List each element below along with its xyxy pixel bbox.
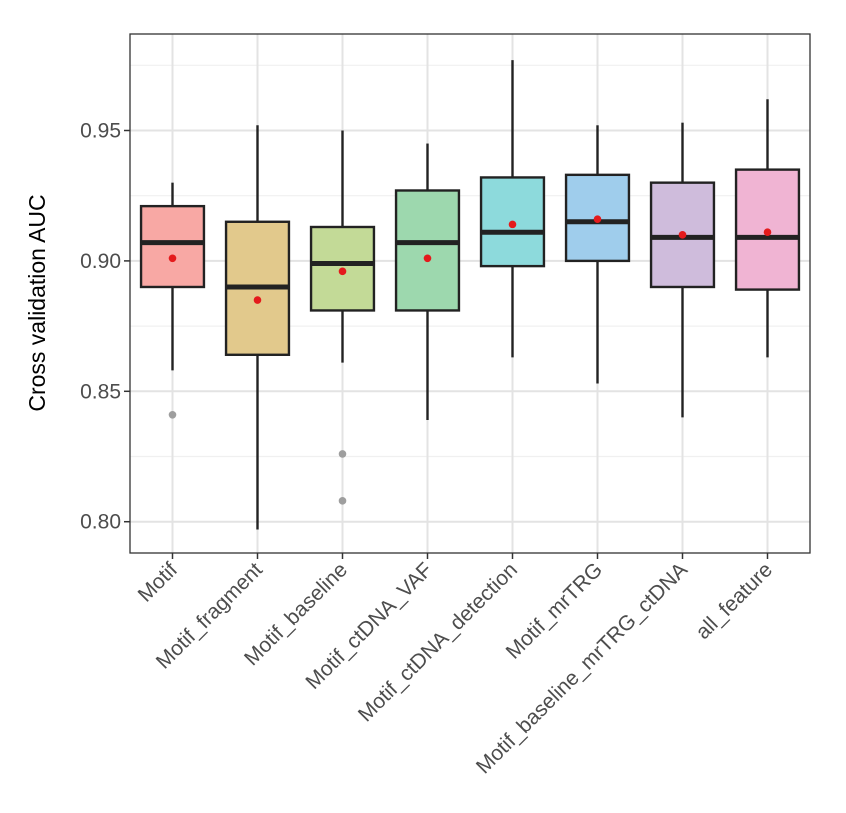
box-Motif_ctDNA_detection	[479, 60, 546, 358]
y-tick-label: 0.90	[80, 250, 121, 273]
outlier-point	[338, 450, 347, 458]
mean-point	[338, 267, 347, 276]
box-Motif	[139, 182, 206, 419]
outlier-point	[338, 497, 347, 505]
box-Motif_mrTRG	[564, 125, 631, 384]
mean-point	[423, 254, 432, 263]
iqr-box	[394, 189, 461, 312]
box-all_feature	[734, 99, 801, 358]
outlier-point	[168, 410, 177, 419]
mean-point	[678, 231, 687, 239]
box-Motif_fragment	[224, 125, 291, 530]
box-Motif_baseline_mrTRG_ctDNA	[649, 122, 716, 418]
iqr-box	[139, 204, 206, 289]
y-axis-title: Cross validation AUC	[24, 194, 50, 411]
y-tick-label: 0.85	[80, 380, 121, 403]
mean-point	[763, 228, 772, 237]
y-tick-label: 0.95	[80, 119, 121, 142]
box-Motif_baseline	[309, 130, 376, 505]
y-tick-label: 0.80	[80, 511, 121, 534]
box-Motif_ctDNA_VAF	[394, 143, 461, 420]
mean-point	[593, 215, 602, 223]
mean-point	[253, 296, 262, 304]
boxes-layer	[139, 60, 801, 530]
mean-point	[168, 254, 177, 263]
plot-panel-border	[129, 33, 811, 554]
mean-point	[508, 220, 517, 229]
